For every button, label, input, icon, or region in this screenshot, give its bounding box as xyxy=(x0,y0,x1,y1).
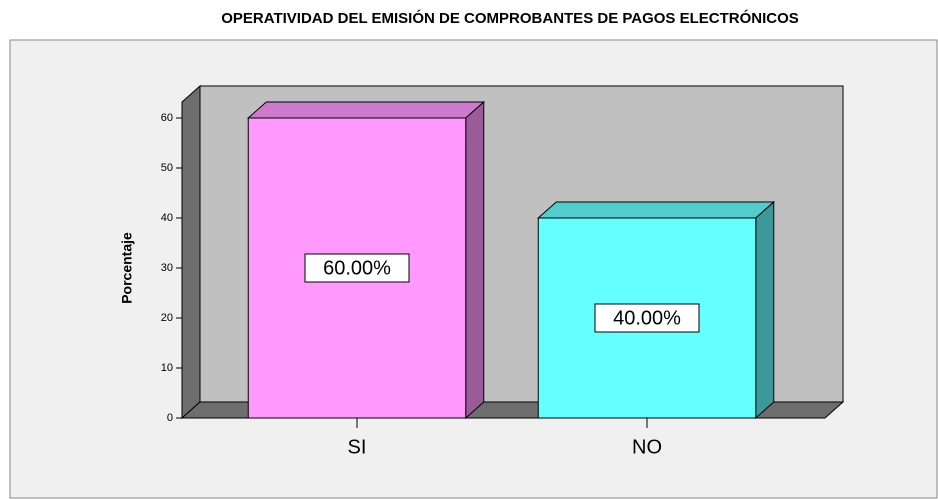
bar-top xyxy=(246,101,486,119)
y-tick-label: 40 xyxy=(161,212,173,224)
y-tick-label: 60 xyxy=(161,112,173,124)
y-tick-label: 10 xyxy=(161,362,173,374)
y-axis-label: Porcentaje xyxy=(119,232,135,304)
data-label-box xyxy=(304,253,410,283)
x-tick-label: SI xyxy=(348,436,367,458)
y-tick-label: 20 xyxy=(161,312,173,324)
chart-title: OPERATIVIDAD DEL EMISIÓN DE COMPROBANTES… xyxy=(221,9,799,27)
data-label: 60.00% xyxy=(323,257,391,279)
bar-side xyxy=(755,200,775,420)
bar-side xyxy=(465,100,485,420)
bar-top xyxy=(536,201,776,219)
data-label: 40.00% xyxy=(613,307,681,329)
y-tick-label: 30 xyxy=(161,262,173,274)
y-tick-label: 0 xyxy=(167,412,173,424)
data-label-box xyxy=(594,303,700,333)
x-tick-label: NO xyxy=(632,436,662,458)
y-tick-label: 50 xyxy=(161,162,173,174)
left-wall xyxy=(181,84,201,420)
